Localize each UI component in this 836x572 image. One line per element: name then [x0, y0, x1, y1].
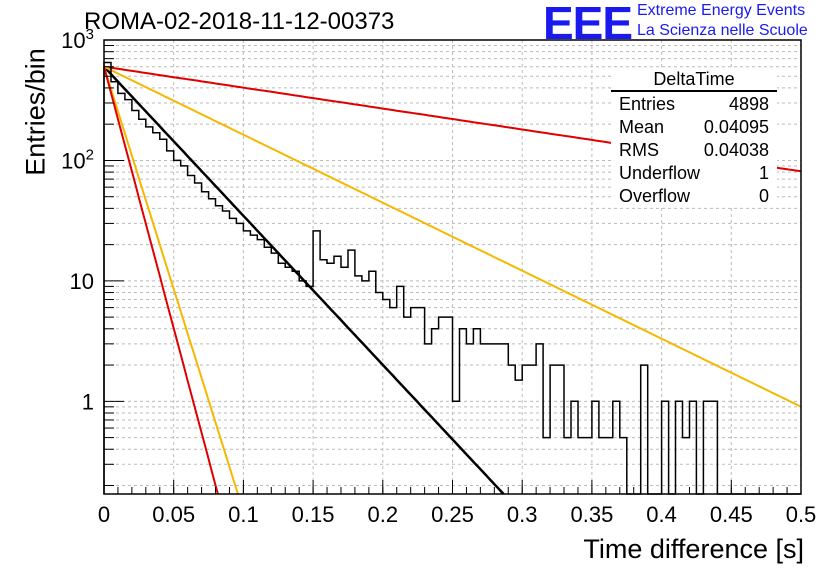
x-tick-label: 0.45	[710, 502, 753, 527]
x-tick-label: 0.5	[786, 502, 817, 527]
x-tick-label: 0	[98, 502, 110, 527]
x-axis-label: Time difference [s]	[583, 534, 804, 564]
histogram-bin	[466, 344, 473, 494]
eee-logo: EEE	[543, 0, 633, 49]
histogram-bin	[641, 365, 648, 494]
stats-value: 4898	[728, 94, 769, 114]
histogram-bin	[432, 329, 439, 494]
stats-row-rms: RMS 0.04038	[611, 138, 777, 161]
x-tick-label: 0.1	[228, 502, 259, 527]
histogram-bin	[522, 365, 529, 494]
histogram-bin	[195, 183, 202, 494]
histogram-bin	[160, 139, 167, 494]
histogram-bin	[229, 218, 236, 494]
histogram-bin	[529, 365, 536, 494]
histogram-bin	[292, 271, 299, 494]
histogram-bin	[216, 206, 223, 494]
histogram-bin	[271, 253, 278, 494]
histogram-bin	[341, 267, 348, 494]
chart-title: ROMA-02-2018-11-12-00373	[84, 8, 395, 35]
histogram-bin	[508, 365, 515, 494]
histogram-bin	[459, 329, 466, 494]
histogram-bin	[515, 380, 522, 494]
stats-row-mean: Mean 0.04095	[611, 115, 777, 138]
x-tick-label: 0.35	[570, 502, 613, 527]
histogram-bin	[264, 247, 271, 494]
stats-label: RMS	[619, 140, 659, 160]
histogram-bin	[662, 401, 669, 494]
histogram-bin	[104, 63, 111, 494]
histogram-bin	[494, 344, 501, 494]
histogram-bin	[313, 231, 320, 494]
histogram-bin	[369, 271, 376, 494]
stats-box: DeltaTime Entries 4898 Mean 0.04095 RMS …	[611, 68, 777, 207]
histogram-bin	[501, 344, 508, 494]
histogram-bin	[487, 344, 494, 494]
stats-value: 0.04038	[703, 140, 769, 160]
x-tick-label: 0.2	[368, 502, 399, 527]
histogram-bin	[536, 344, 543, 494]
histogram-bin	[689, 401, 696, 494]
x-tick-label: 0.4	[646, 502, 677, 527]
histogram-bin	[243, 231, 250, 494]
histogram-bin	[327, 263, 334, 494]
histogram-bin	[453, 401, 460, 494]
histogram-bin	[236, 223, 243, 494]
x-tick-label: 0.3	[507, 502, 538, 527]
tick-labels: 0 0.05 0.1 0.15 0.2 0.25 0.3 0.35 0.4 0.45 0.51101…	[61, 26, 816, 527]
logo-line-2: La Scienza nelle Scuole	[637, 22, 808, 39]
histogram-bin	[299, 281, 306, 494]
y-axis-label: Entries/bin	[20, 48, 51, 176]
histogram-bin	[676, 401, 683, 494]
axis-ticks	[103, 39, 802, 494]
histogram-bin	[390, 308, 397, 494]
histogram-bin	[355, 276, 362, 494]
histogram-bin	[146, 127, 153, 494]
histogram-bin	[710, 401, 717, 494]
histogram-bin	[320, 260, 327, 494]
x-tick-label: 0.25	[431, 502, 474, 527]
stats-label: Entries	[619, 94, 676, 114]
histogram-bin	[418, 308, 425, 494]
histogram-bin	[376, 293, 383, 494]
histogram-bin	[571, 401, 578, 494]
stats-row-underflow: Underflow 1	[611, 161, 777, 184]
y-tick-label: 102	[61, 146, 94, 173]
stats-row-overflow: Overflow 0	[611, 184, 777, 207]
stats-value: 0	[758, 186, 769, 206]
stats-label: Underflow	[619, 163, 701, 183]
stats-value: 1	[758, 163, 769, 183]
histogram-bin	[118, 93, 125, 494]
logo-line-1: Extreme Energy Events	[637, 2, 806, 19]
histogram-bin	[362, 281, 369, 494]
histogram-bin	[592, 401, 599, 494]
y-tick-label: 1	[82, 389, 94, 414]
x-tick-label: 0.15	[292, 502, 335, 527]
histogram-bin	[174, 160, 181, 494]
histogram-bin	[557, 365, 564, 494]
fit-curve-lower	[103, 66, 219, 495]
histogram-bin	[257, 240, 264, 494]
x-tick-label: 0.05	[152, 502, 195, 527]
fit-curve-upper-inner	[103, 65, 802, 408]
histogram-bin	[250, 235, 257, 494]
histogram-bin	[278, 263, 285, 494]
stats-row-entries: Entries 4898	[611, 92, 777, 115]
histogram-bin	[285, 267, 292, 494]
stats-label: Mean	[619, 117, 665, 137]
histogram-bin	[703, 401, 710, 494]
histogram-bin	[222, 211, 229, 494]
stats-label: Overflow	[619, 186, 691, 206]
stats-title: DeltaTime	[611, 68, 777, 92]
y-tick-label: 10	[70, 269, 94, 294]
histogram-bin	[111, 82, 118, 494]
fit-curve-lower-inner	[103, 66, 239, 495]
histogram-bin	[613, 401, 620, 494]
histogram-bin	[334, 256, 341, 494]
histogram-bin	[550, 365, 557, 494]
stats-value: 0.04095	[703, 117, 769, 137]
histogram-bin	[425, 344, 432, 494]
